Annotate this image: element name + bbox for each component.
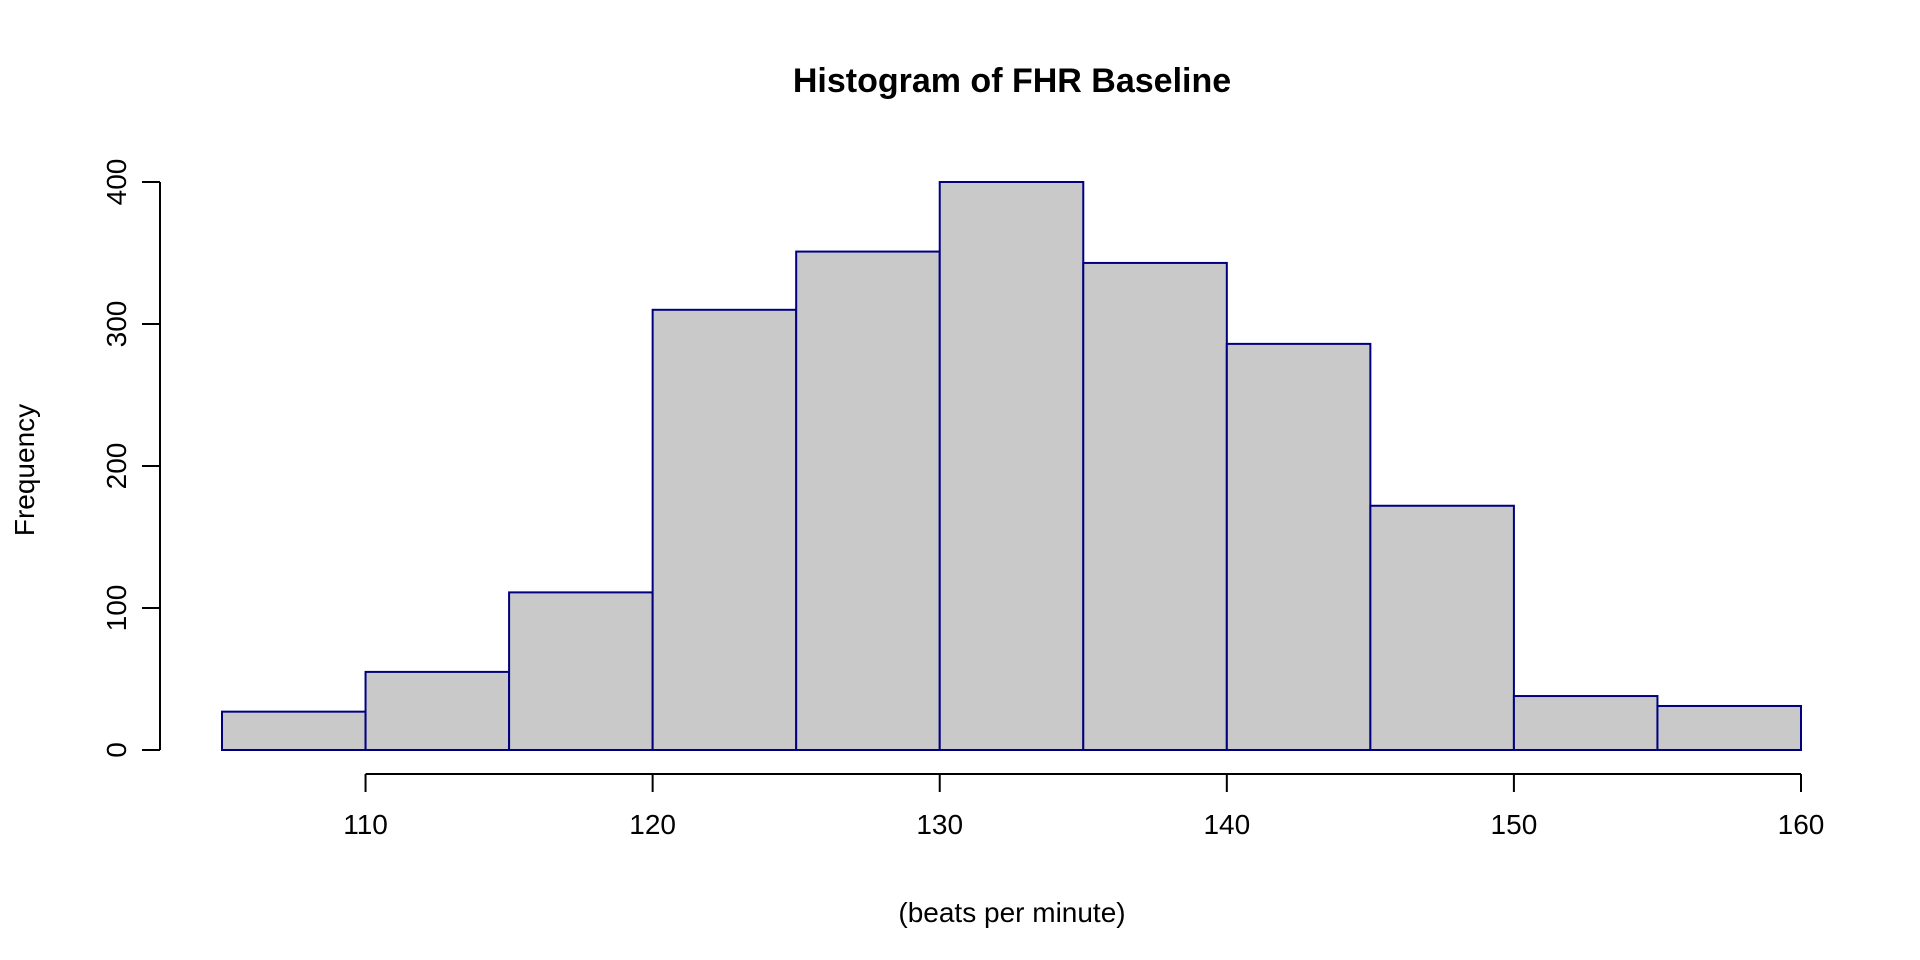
- histogram-bar: [1225, 342, 1372, 751]
- histogram-bar: [938, 181, 1085, 751]
- histogram-bar: [1082, 261, 1228, 751]
- histogram-bar: [1656, 704, 1803, 751]
- y-tick-label: 400: [101, 159, 132, 206]
- histogram-bars: [221, 181, 1803, 752]
- chart-title: Histogram of FHR Baseline: [793, 62, 1231, 100]
- x-tick-label: 120: [629, 809, 676, 840]
- histogram-bar: [651, 308, 798, 751]
- y-tick-label: 300: [101, 301, 132, 348]
- histogram-bar: [1512, 695, 1659, 751]
- y-tick-label: 0: [101, 742, 132, 758]
- y-tick-label: 200: [101, 443, 132, 490]
- histogram-bar: [221, 710, 367, 751]
- histogram-bar: [508, 591, 654, 751]
- histogram-bar: [364, 670, 511, 752]
- x-tick-label: 150: [1491, 809, 1538, 840]
- y-tick-label: 100: [101, 585, 132, 632]
- y-axis: 0 100 200 300 400: [101, 159, 161, 758]
- x-tick-label: 140: [1203, 809, 1250, 840]
- x-tick-label: 160: [1778, 809, 1825, 840]
- histogram-bar: [1369, 504, 1515, 752]
- histogram-bar: [795, 250, 941, 752]
- x-tick-label: 130: [916, 809, 963, 840]
- x-tick-label: 110: [343, 809, 388, 840]
- x-axis-label: (beats per minute): [898, 897, 1125, 928]
- x-axis: 110 120 130 140 150 160: [343, 773, 1825, 840]
- y-axis-label: Frequency: [9, 404, 40, 536]
